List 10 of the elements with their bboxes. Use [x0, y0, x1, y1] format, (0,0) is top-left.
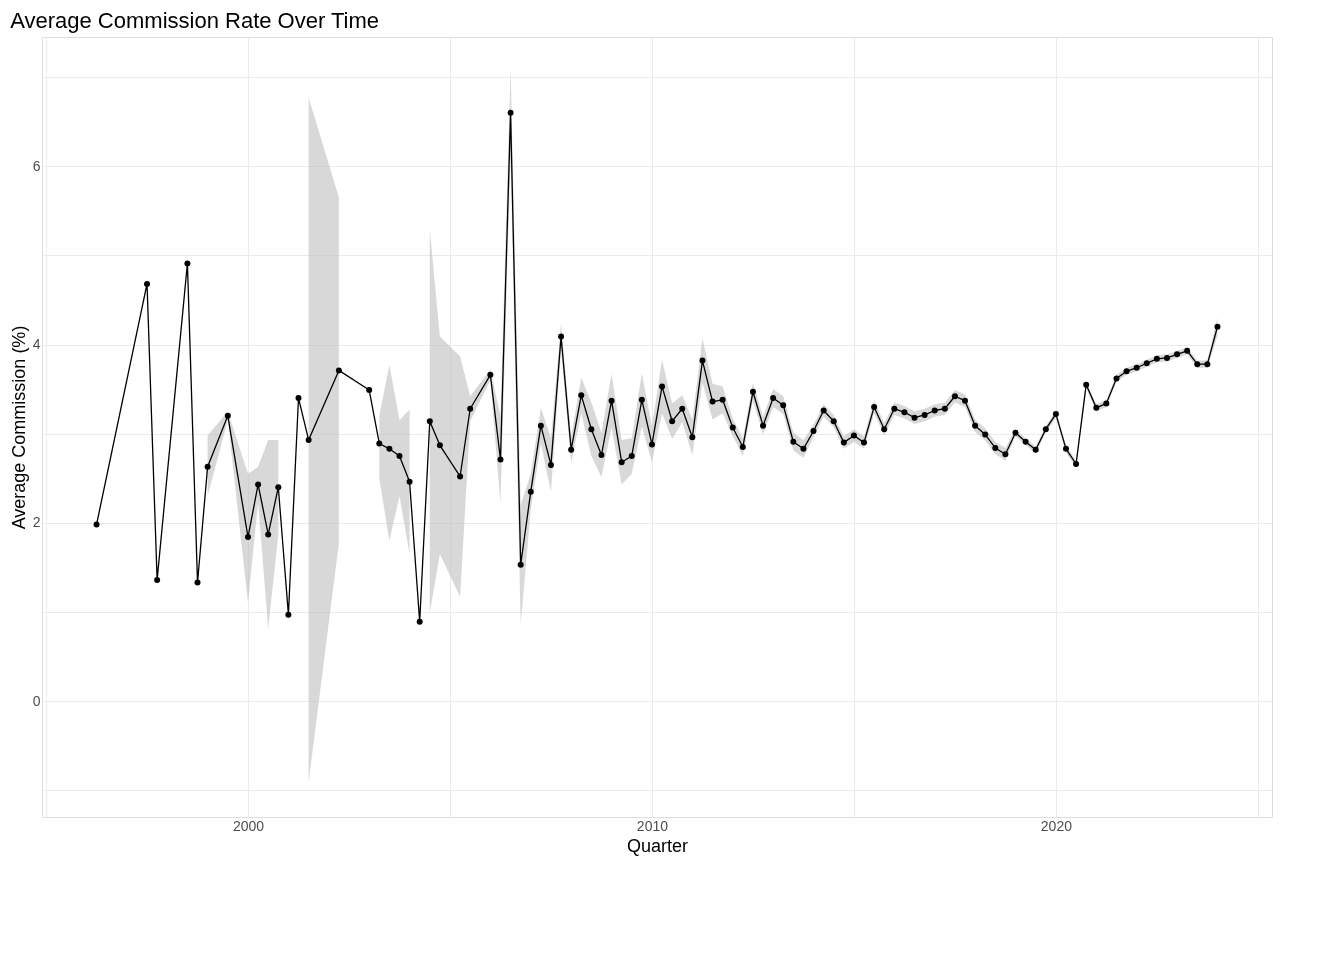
x-axis-title: Quarter: [626, 835, 689, 856]
y-tick-label: 2: [32, 514, 41, 531]
y-tick-label: 0: [32, 692, 41, 709]
x-tick-label: 2010: [636, 817, 669, 834]
y-axis-title: Average Commission (%): [8, 325, 29, 530]
y-tick-label: 6: [32, 157, 41, 174]
x-tick-label: 2020: [1040, 817, 1073, 834]
y-tick-label: 4: [32, 336, 41, 353]
x-tick-label: 2000: [232, 817, 265, 834]
chart-title: Average Commission Rate Over Time: [10, 8, 380, 33]
